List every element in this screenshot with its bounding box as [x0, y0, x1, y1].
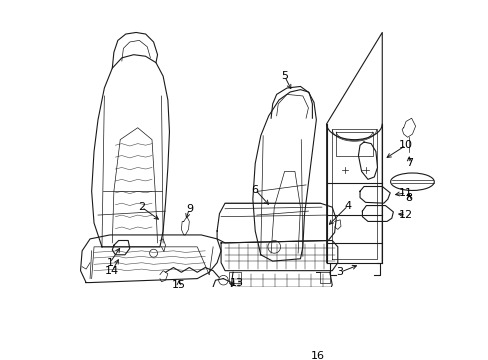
Text: 16: 16 [310, 351, 325, 360]
Text: 11: 11 [398, 188, 412, 198]
Text: 12: 12 [398, 210, 412, 220]
Text: 4: 4 [344, 201, 351, 211]
Text: 2: 2 [138, 202, 145, 212]
Text: 7: 7 [405, 158, 412, 168]
Text: 10: 10 [398, 140, 412, 150]
Text: 8: 8 [405, 193, 412, 203]
Text: 5: 5 [281, 71, 287, 81]
Text: 13: 13 [229, 278, 244, 288]
Text: 9: 9 [185, 204, 192, 214]
Text: 1: 1 [106, 258, 113, 268]
Text: 15: 15 [172, 280, 185, 290]
Text: 14: 14 [105, 266, 119, 276]
Text: 3: 3 [336, 267, 343, 277]
Text: 6: 6 [251, 185, 258, 195]
